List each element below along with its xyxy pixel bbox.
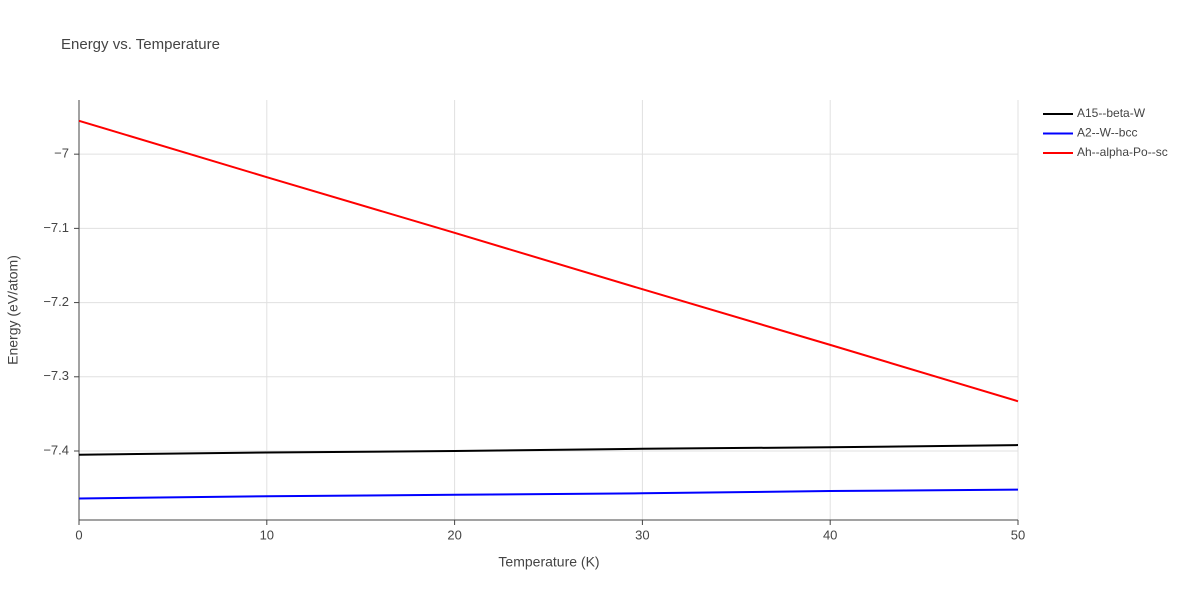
legend-label: A15--beta-W [1077,106,1146,120]
y-tick-label: −7.4 [43,442,69,457]
y-tick-label: −7.2 [43,294,69,309]
y-tick-label: −7.3 [43,368,69,383]
line-series [78,488,1019,500]
x-tick-label: 10 [260,527,274,542]
x-axis-title: Temperature (K) [498,554,599,570]
y-tick-label: −7.1 [43,220,69,235]
x-tick-label: 30 [635,527,649,542]
y-tick-label: −7 [54,146,69,161]
x-tick-label: 20 [447,527,461,542]
legend-label: Ah--alpha-Po--sc [1077,145,1168,159]
x-tick-label: 0 [75,527,82,542]
x-tick-label: 50 [1011,527,1025,542]
y-axis-title: Energy (eV/atom) [5,255,21,365]
x-tick-label: 40 [823,527,837,542]
line-series [78,119,1019,403]
chart-title: Energy vs. Temperature [61,36,220,53]
line-series [78,444,1019,456]
legend-label: A2--W--bcc [1077,126,1137,140]
